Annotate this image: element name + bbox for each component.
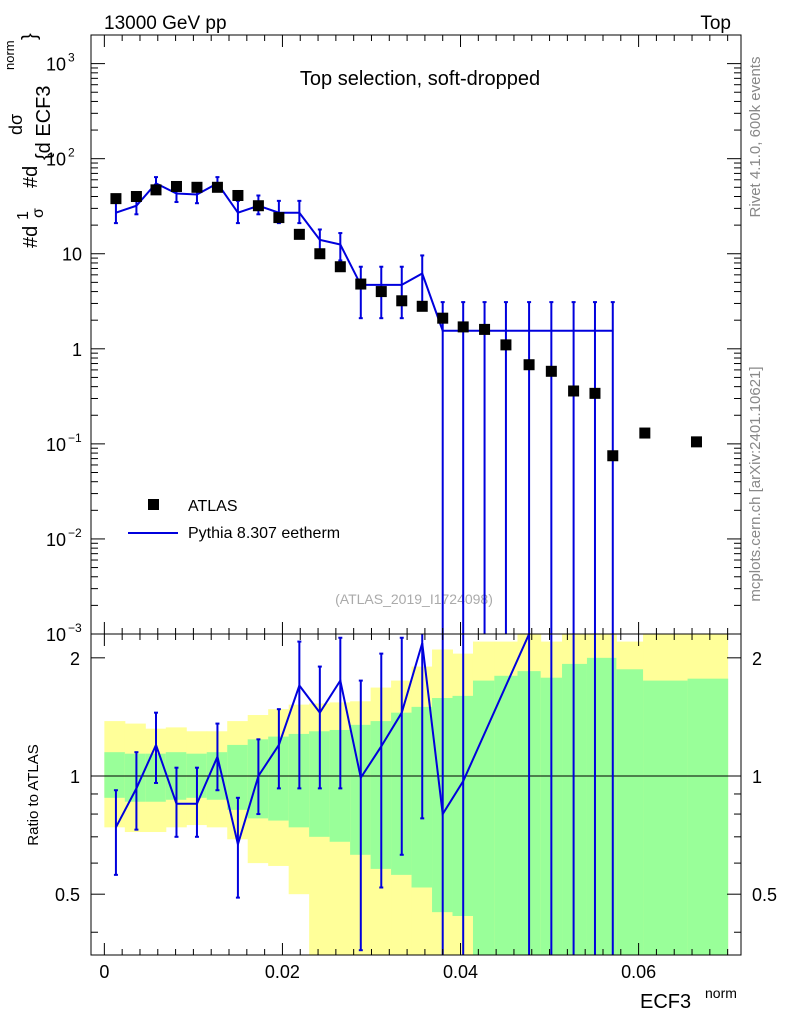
header-left: 13000 GeV pp [104,13,227,34]
atlas-data-point [334,261,346,273]
atlas-data-point [170,180,182,192]
ratio-y-tick-label: 0.5 [55,885,80,905]
band-inner-bin [643,680,689,955]
legend-atlas-marker [148,499,159,510]
ratio-y-tick-label-right: 1 [752,767,762,787]
ratio-y-tick-label: 1 [70,767,80,787]
atlas-data-point [293,228,305,240]
atlas-data-point [639,427,651,439]
atlas-data-point [545,365,557,377]
ratio-y-label: Ratio to ATLAS [25,744,42,845]
ylabel-frac-num-sym: 1 [15,211,32,220]
ratio-y-tick-label-right: 0.5 [752,885,777,905]
ylabel-big-den: {d ECF3 [33,86,55,160]
atlas-data-point [568,385,580,397]
ylabel-brace: } [19,33,41,40]
y-tick-label-exponent: 2 [68,146,75,160]
atlas-data-point [607,450,619,462]
atlas-data-point [355,278,367,290]
atlas-data-point [523,359,535,371]
atlas-data-point [589,387,601,399]
atlas-data-point [396,295,408,307]
band-inner-bin [472,680,495,955]
band-inner-bin [687,678,729,955]
band-inner-bin [104,752,126,798]
atlas-data-point [457,321,469,333]
atlas-data-point [211,181,223,193]
band-inner-bin [494,675,519,955]
atlas-data-point [110,193,122,205]
x-axis-label: ECF3 [640,991,691,1013]
atlas-data-point [375,286,387,298]
atlas-data-point [273,212,285,224]
band-inner-bin [124,753,146,802]
ylabel-big-num: dσ [6,114,26,135]
ratio-y-tick-label: 2 [70,649,80,669]
atlas-data-point [150,184,162,196]
x-tick-label: 0.06 [621,962,656,982]
atlas-data-point [314,248,326,260]
x-tick-label: 0.02 [265,962,300,982]
x-tick-label: 0.04 [443,962,478,982]
atlas-data-point [437,312,449,324]
y-tick-label-exponent: −2 [68,526,82,540]
y-tick-label-exponent: −1 [68,431,82,445]
ratio-series-line [115,633,530,849]
mcplots-label: mcplots.cern.ch [arXiv:2401.10621] [747,366,764,601]
ylabel-frac-den: σ [30,208,47,218]
y-tick-label: 10 [46,150,66,170]
legend-atlas-label: ATLAS [188,498,238,515]
header-right: Top [700,13,731,34]
watermark: (ATLAS_2019_I1724098) [335,591,493,607]
mc-series-line [115,182,613,332]
main-y-label: #d 1 σ #d dσ {d ECF3 norm } [2,33,55,248]
ylabel-frac-num: #d [20,226,42,248]
legend-mc-label: Pythia 8.307 eetherm [188,525,340,542]
atlas-data-point [191,181,203,193]
atlas-data-point [232,189,244,201]
legend: ATLAS Pythia 8.307 eetherm [128,498,340,542]
y-tick-label: 10 [46,625,66,645]
atlas-data-point [690,436,702,448]
band-inner-bin [616,669,644,955]
ratio-frame [90,633,742,956]
ratio-bands [91,634,741,955]
ratio-plot-area [113,633,614,955]
chart-title: Top selection, soft-dropped [300,68,540,90]
atlas-data-point [500,339,512,351]
x-axis-label-sup: norm [705,985,737,1001]
y-tick-label: 10 [46,55,66,75]
main-plot-area [110,176,702,634]
atlas-data-point [252,200,264,212]
y-tick-label: 10 [62,245,82,265]
main-frame [90,34,742,635]
ylabel-hash-d: #d [20,166,42,188]
y-tick-label-exponent: −3 [68,621,82,635]
atlas-data-point [416,300,428,312]
rivet-label: Rivet 4.1.0, 600k events [747,57,764,218]
y-tick-label: 1 [72,340,82,360]
ratio-y-tick-label-right: 2 [752,649,762,669]
atlas-data-point [479,323,491,335]
atlas-data-point [130,191,142,203]
y-tick-label: 10 [46,435,66,455]
x-tick-label: 0 [99,962,109,982]
ylabel-sup: norm [2,40,17,70]
band-inner-bin [562,663,588,955]
y-tick-label-exponent: 3 [68,51,75,65]
band-inner-bin [227,744,249,810]
y-tick-label: 10 [46,530,66,550]
